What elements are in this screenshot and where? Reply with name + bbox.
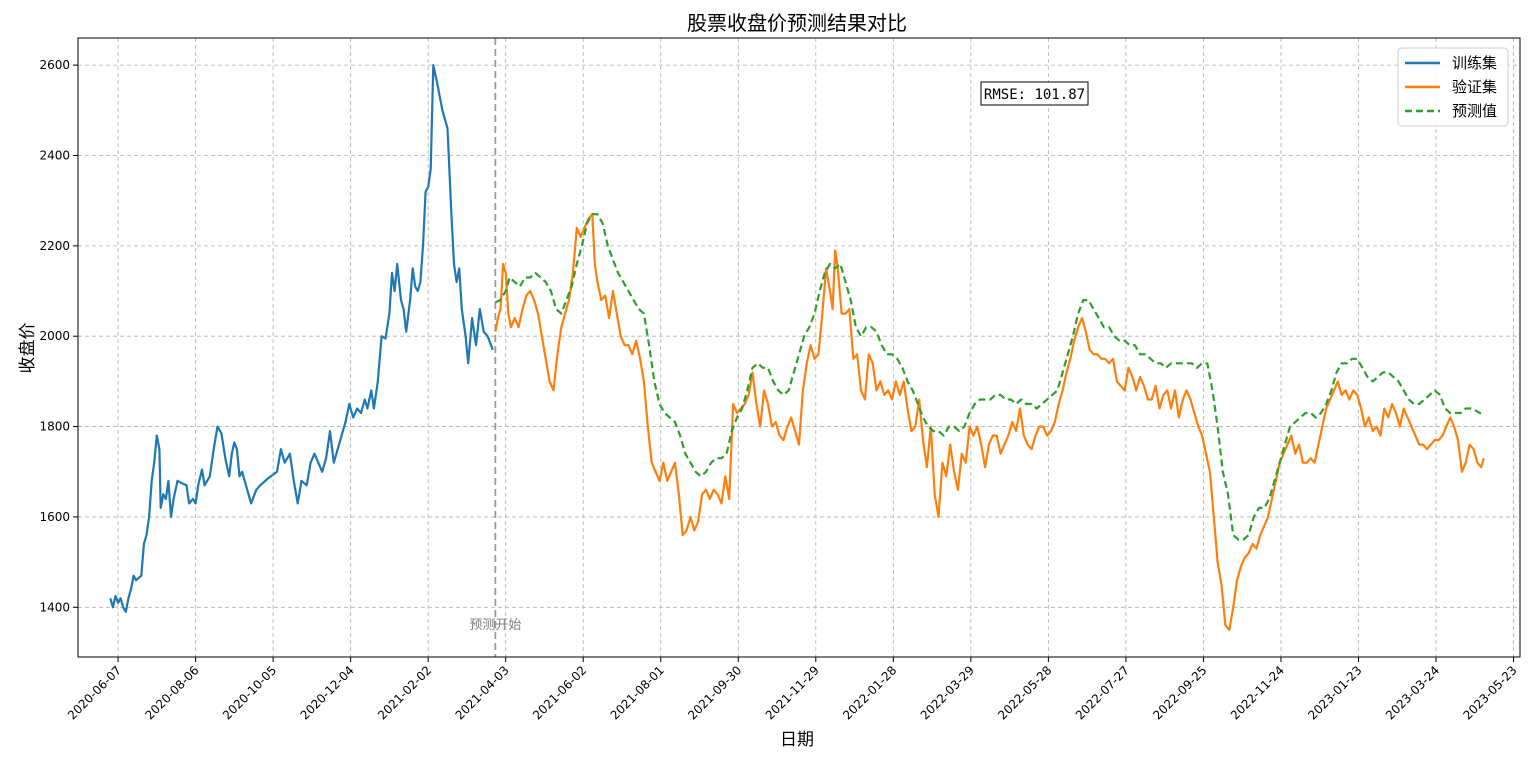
series-line-3 <box>494 213 1485 541</box>
legend-frame <box>1397 47 1509 127</box>
x-tick-label: 2021-11-29 <box>763 663 822 722</box>
series-line-2 <box>494 213 1485 631</box>
y-axis-ticks: 1400 1600 1800 2000 2200 2400 2600 <box>39 58 78 614</box>
y-axis-label: 收盘价 <box>18 323 38 374</box>
x-tick-label: 2021-08-01 <box>608 663 667 722</box>
forecast-start-label: 预测开始 <box>469 618 521 633</box>
x-tick-label: 2022-11-24 <box>1228 663 1287 722</box>
x-tick-label: 2020-08-06 <box>142 663 201 722</box>
legend-label-1: 训练集 <box>1452 54 1497 72</box>
y-tick-label: 1600 <box>39 510 70 524</box>
x-tick-label: 2020-10-05 <box>220 663 279 722</box>
x-tick-label: 2023-01-23 <box>1305 663 1364 722</box>
y-tick-label: 1400 <box>39 600 70 614</box>
rmse-box: RMSE: 101.87 <box>980 81 1089 106</box>
x-tick-label: 2022-05-28 <box>995 663 1054 722</box>
y-tick-label: 2600 <box>39 58 70 72</box>
x-tick-label: 2022-03-29 <box>918 663 977 722</box>
gridlines <box>78 38 1520 657</box>
legend-label-2: 验证集 <box>1452 78 1497 96</box>
x-tick-label: 2021-06-02 <box>530 663 589 722</box>
x-tick-label: 2021-02-02 <box>375 663 434 722</box>
x-tick-label: 2022-09-25 <box>1150 663 1209 722</box>
plot-frame <box>77 37 1521 658</box>
x-tick-label: 2023-05-23 <box>1460 663 1519 722</box>
y-tick-label: 2400 <box>39 148 70 162</box>
series-line-1 <box>109 63 494 613</box>
x-axis-ticks: 2020-06-07 2020-08-06 2020-10-05 2020-12-04… <box>65 657 1520 722</box>
rmse-text: RMSE: 101.87 <box>984 87 1085 103</box>
chart-title: 股票收盘价预测结果对比 <box>687 11 907 35</box>
x-tick-label: 2022-07-27 <box>1073 663 1132 722</box>
series-group <box>109 63 1485 631</box>
x-tick-label: 2021-04-03 <box>453 663 512 722</box>
x-tick-label: 2020-12-04 <box>298 663 357 722</box>
legend-label-3: 预测值 <box>1452 102 1497 120</box>
y-tick-label: 1800 <box>39 420 70 434</box>
x-axis-label: 日期 <box>780 730 814 750</box>
x-tick-label: 2021-09-30 <box>685 663 744 722</box>
x-tick-label: 2023-03-24 <box>1383 663 1442 722</box>
x-tick-label: 2020-06-07 <box>65 663 124 722</box>
y-tick-label: 2200 <box>39 239 70 253</box>
y-tick-label: 2000 <box>39 329 70 343</box>
x-tick-label: 2022-01-28 <box>840 663 899 722</box>
rmse-box-frame <box>980 81 1089 106</box>
annotation-texts: 预测开始 RMSE: 101.87 <box>469 81 1089 633</box>
